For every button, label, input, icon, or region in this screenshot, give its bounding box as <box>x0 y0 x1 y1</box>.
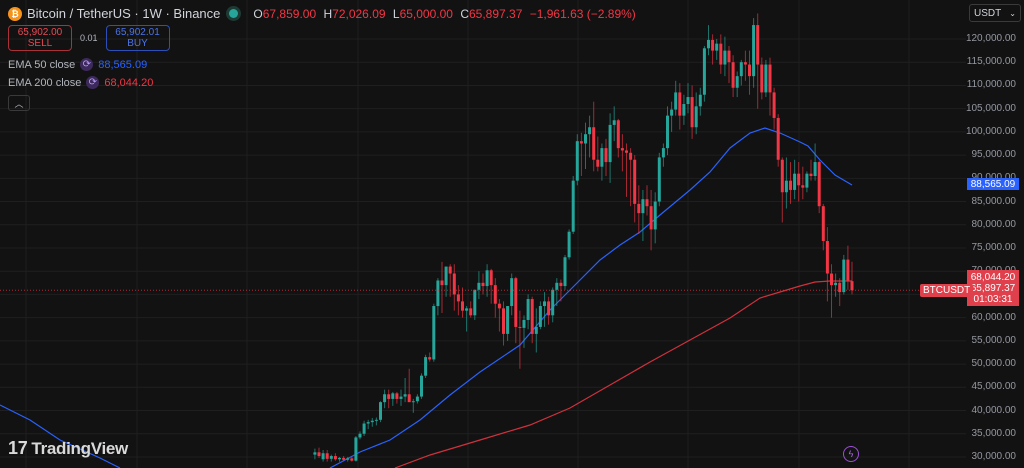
tradingview-logo[interactable]: 17 TradingView <box>8 438 128 458</box>
price-change: −1,961.63 (−2.89%) <box>529 6 636 21</box>
last-price-tag: 68,044.20 65,897.37 01:03:31 <box>967 270 1019 306</box>
collapse-legend-button[interactable]: ︿ <box>8 95 30 111</box>
refresh-icon[interactable]: ⟳ <box>86 76 100 89</box>
sell-button[interactable]: 65,902.00 SELL <box>8 25 72 51</box>
price-tick: 55,000.00 <box>971 334 1017 346</box>
price-tick: 95,000.00 <box>971 149 1017 161</box>
symbol-legend: ₿ Bitcoin / TetherUS · 1W · Binance O67,… <box>8 6 636 21</box>
price-tick: 50,000.00 <box>971 358 1017 370</box>
trade-panel: 65,902.00 SELL 0.01 65,902.01 BUY <box>8 25 170 51</box>
price-tick: 75,000.00 <box>971 241 1017 253</box>
ohlc-values: O67,859.00 H72,026.09 L65,000.00 C65,897… <box>253 6 636 21</box>
ema200-line <box>394 280 852 468</box>
tradingview-logo-icon: 17 <box>8 438 28 458</box>
market-status-icon[interactable] <box>229 9 239 18</box>
price-tick: 105,000.00 <box>965 102 1016 114</box>
lightning-icon[interactable]: ϟ <box>843 446 859 462</box>
bitcoin-icon: ₿ <box>8 6 22 21</box>
symbol-title[interactable]: Bitcoin / TetherUS · 1W · Binance <box>27 6 221 21</box>
price-tick: 120,000.00 <box>965 33 1016 44</box>
currency-select[interactable]: USDT ⌄ <box>969 4 1021 22</box>
chart-grid <box>0 0 966 468</box>
price-tick: 100,000.00 <box>965 125 1016 137</box>
price-tick: 90,000.00 <box>972 172 1017 183</box>
price-tick: 30,000.00 <box>971 450 1017 462</box>
ema50-price-tag: 88,565.09 <box>967 178 1019 190</box>
indicator-ema200[interactable]: EMA 200 close ⟳ 68,044.20 <box>8 76 154 89</box>
price-tick: 45,000.00 <box>971 381 1017 393</box>
symbol-price-tag: BTCUSDT <box>920 284 974 297</box>
candlesticks <box>313 13 854 462</box>
price-tick: 85,000.00 <box>971 195 1017 207</box>
price-tick: 115,000.00 <box>966 56 1016 68</box>
price-tick: 110,000.00 <box>966 79 1016 91</box>
indicator-ema50[interactable]: EMA 50 close ⟳ 88,565.09 <box>8 58 148 71</box>
chevron-down-icon: ⌄ <box>1009 8 1016 18</box>
refresh-icon[interactable]: ⟳ <box>80 58 94 71</box>
chevron-up-icon: ︿ <box>14 98 24 109</box>
price-tick: 35,000.00 <box>971 427 1017 439</box>
ema50-line <box>0 127 853 468</box>
buy-button[interactable]: 65,902.01 BUY <box>105 25 170 51</box>
spread-value: 0.01 <box>80 33 98 43</box>
price-tick: 80,000.00 <box>971 218 1017 230</box>
price-tick: 60,000.00 <box>971 311 1017 323</box>
price-tick: 40,000.00 <box>971 404 1017 416</box>
